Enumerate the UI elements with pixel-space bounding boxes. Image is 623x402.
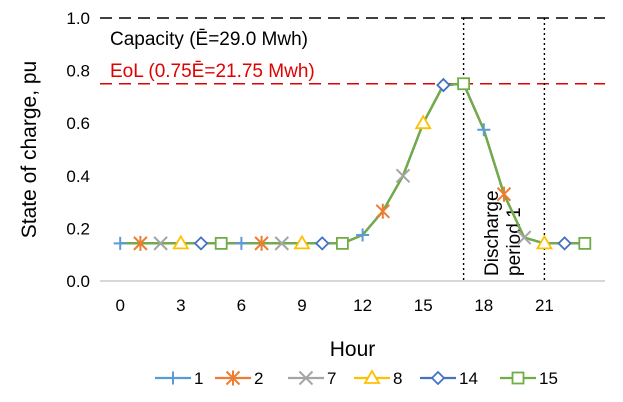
- y-tick-label: 0.4: [66, 167, 90, 186]
- y-tick-label: 0.6: [66, 114, 90, 133]
- series-7-marker: [516, 230, 532, 245]
- period-lines: [462, 18, 546, 281]
- y-tick-label: 0.2: [66, 219, 90, 238]
- x-axis-title: Hour: [330, 338, 376, 361]
- legend-item-1: 1: [155, 369, 203, 388]
- capacity-label: Capacity (Ē=29.0 Mwh): [110, 29, 308, 50]
- y-tick-label: 0.8: [66, 62, 90, 81]
- series-1-marker: [234, 236, 248, 250]
- series-8-marker: [414, 114, 432, 130]
- legend-item-14: 14: [420, 369, 478, 388]
- series-15-marker: [335, 236, 349, 250]
- x-tick-label: 3: [176, 296, 185, 315]
- discharge-annotation: Discharge period 1: [482, 190, 525, 276]
- series-7-marker: [274, 236, 290, 251]
- legend-label: 1: [194, 369, 203, 388]
- x-tick-label: 21: [535, 296, 554, 315]
- series-2-marker: [375, 203, 391, 219]
- discharge-label-line1: Discharge: [482, 190, 503, 276]
- series-1-marker: [477, 123, 491, 137]
- legend-item-15: 15: [500, 369, 558, 388]
- legend-marker-15: [511, 371, 525, 385]
- series-1-marker: [113, 236, 127, 250]
- reference-lines: [100, 17, 605, 85]
- legend-label: 8: [393, 369, 402, 388]
- x-tick-label: 6: [237, 296, 246, 315]
- legend-label: 7: [327, 369, 336, 388]
- legend-item-7: 7: [288, 369, 336, 388]
- series-15-marker: [214, 236, 228, 250]
- legend-marker-7: [298, 370, 314, 386]
- legend-label: 2: [254, 369, 263, 388]
- x-tick-label: 9: [297, 296, 306, 315]
- series-7-marker: [395, 168, 411, 184]
- series-14-marker: [557, 236, 572, 251]
- axes: 0.0 0.2 0.4 0.6 0.8 1.0 0 3 6 9 12 15 18 21: [66, 9, 605, 315]
- series-line-15: [120, 82, 585, 245]
- series-1-marker: [356, 228, 370, 242]
- discharge-label-line2: period 1: [504, 207, 525, 276]
- series-7-marker: [153, 236, 168, 251]
- x-tick-label: 18: [474, 296, 493, 315]
- series-15-marker: [578, 236, 592, 250]
- series-8-marker: [172, 234, 190, 250]
- y-axis-label: State of charge, pu: [18, 61, 41, 238]
- legend-marker-14: [430, 370, 446, 386]
- plot-area: [113, 77, 592, 251]
- y-axis-title: State of charge, pu: [18, 61, 41, 238]
- legend-label: 14: [459, 369, 478, 388]
- legend-marker-1: [166, 371, 180, 385]
- series-14-marker: [314, 236, 330, 251]
- series-2-marker: [133, 235, 148, 251]
- series-8-marker: [535, 234, 553, 250]
- legend-marker-2: [225, 370, 241, 386]
- series-2-marker: [496, 186, 512, 202]
- series-14-marker: [193, 236, 209, 251]
- legend-item-8: 8: [354, 369, 402, 388]
- legend-item-2: 2: [215, 369, 263, 388]
- y-tick-label: 0.0: [66, 272, 90, 291]
- legend-marker-8: [363, 369, 381, 384]
- eol-label: EoL (0.75Ē=21.75 Mwh): [110, 61, 315, 82]
- legend-label: 15: [539, 369, 558, 388]
- y-tick-label: 1.0: [66, 9, 90, 28]
- series-8-marker: [293, 234, 311, 250]
- x-tick-label: 15: [414, 296, 433, 315]
- series-14-marker: [436, 77, 451, 93]
- x-tick-label: 12: [353, 296, 372, 315]
- legend: 1 2 7 8 14 15: [155, 369, 558, 388]
- series-15-marker: [457, 77, 471, 91]
- x-tick-label: 0: [115, 296, 124, 315]
- series-2-marker: [254, 235, 269, 251]
